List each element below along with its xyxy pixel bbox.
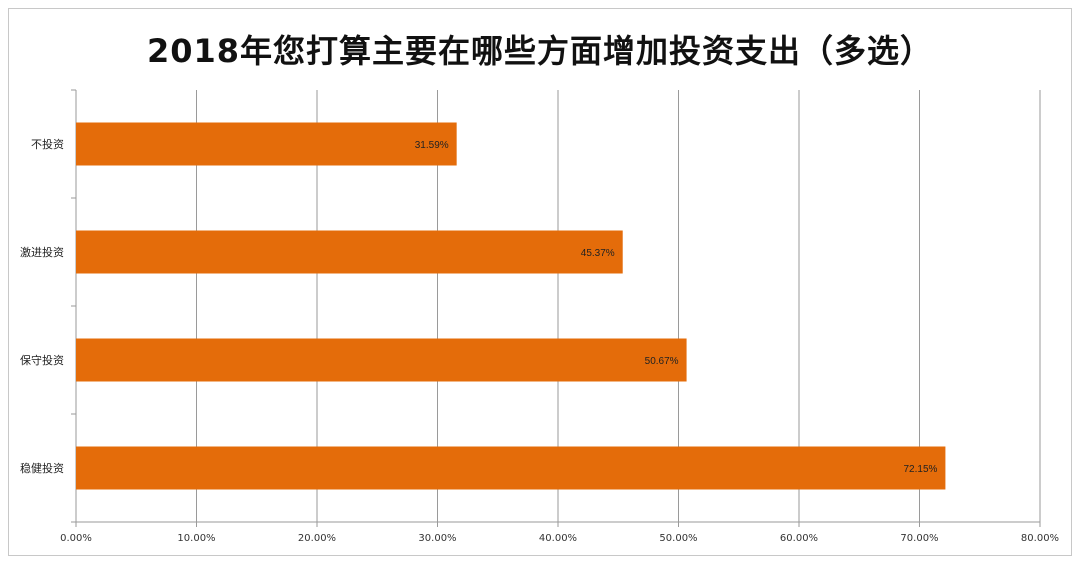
data-label: 45.37% <box>581 248 615 259</box>
x-tick-label: 70.00% <box>900 533 938 544</box>
x-tick-label: 10.00% <box>177 533 215 544</box>
x-tick-label: 80.00% <box>1021 533 1059 544</box>
x-tick-label: 60.00% <box>780 533 818 544</box>
bar <box>76 230 623 274</box>
bar <box>76 446 946 490</box>
data-label: 50.67% <box>645 356 679 367</box>
data-label: 72.15% <box>903 464 937 475</box>
category-label: 保守投资 <box>20 353 64 367</box>
data-label: 31.59% <box>415 140 449 151</box>
x-tick-label: 20.00% <box>298 533 336 544</box>
chart-title: 2018年您打算主要在哪些方面增加投资支出（多选） <box>146 32 934 70</box>
x-tick-label: 50.00% <box>659 533 697 544</box>
category-label: 稳健投资 <box>20 461 64 475</box>
bar <box>76 122 457 166</box>
category-label: 不投资 <box>31 137 64 151</box>
category-label: 激进投资 <box>20 245 64 259</box>
bar <box>76 338 687 382</box>
x-tick-label: 40.00% <box>539 533 577 544</box>
x-tick-label: 30.00% <box>418 533 456 544</box>
x-tick-label: 0.00% <box>60 533 92 544</box>
